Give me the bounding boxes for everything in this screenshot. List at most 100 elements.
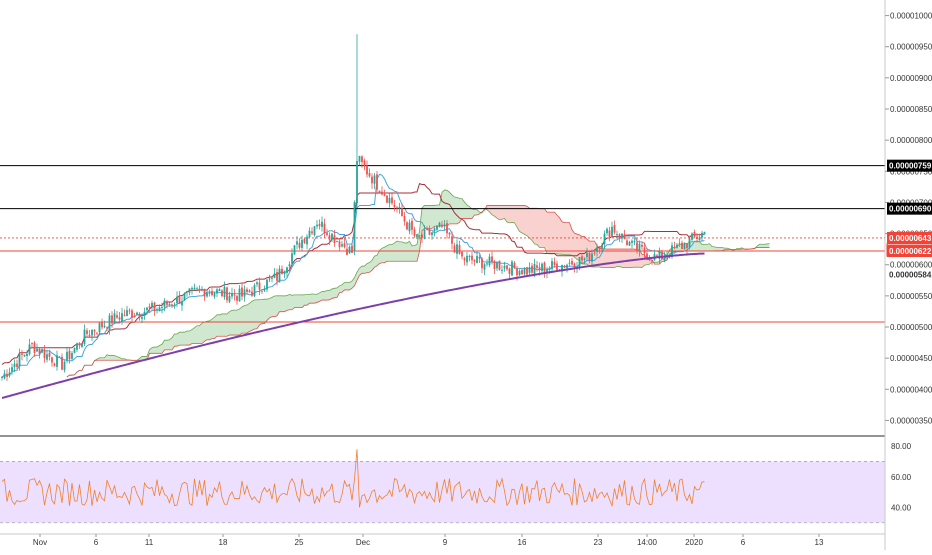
- price-tick-label: 0.00001000: [890, 12, 932, 21]
- kumo-segment: [612, 249, 615, 267]
- candle-body: [11, 367, 13, 371]
- kumo-segment: [275, 296, 278, 317]
- candle-body: [226, 288, 228, 301]
- kumo-segment: [220, 314, 223, 336]
- price-tick-label: 0.00000550: [890, 292, 932, 301]
- candle-body: [224, 287, 226, 297]
- rsi-band: [0, 461, 885, 522]
- candle-body: [549, 268, 551, 270]
- kumo-segment: [345, 282, 348, 289]
- candle-body: [101, 322, 103, 327]
- candle-body: [476, 256, 478, 263]
- candle-body: [519, 271, 521, 275]
- kumo-segment: [110, 356, 113, 361]
- candle-body: [501, 270, 503, 271]
- candle-body: [144, 312, 146, 316]
- candle-body: [81, 344, 83, 347]
- kumo-segment: [300, 295, 303, 308]
- candle-body: [264, 289, 266, 291]
- kumo-segment: [322, 292, 325, 301]
- kumo-segment: [155, 347, 158, 353]
- candle-body: [111, 315, 113, 323]
- candle-body: [374, 175, 376, 183]
- candle-body: [596, 248, 598, 252]
- candle-body: [139, 314, 141, 317]
- level-tag: 0.00000690: [889, 205, 932, 214]
- time-tick-label: 9: [443, 538, 448, 547]
- kumo-segment: [165, 340, 168, 350]
- candle-body: [569, 263, 571, 264]
- kumo-segment: [702, 244, 705, 251]
- candle-body: [304, 239, 306, 243]
- candle-body: [586, 253, 588, 257]
- candle-body: [311, 231, 313, 233]
- candle-body: [39, 349, 41, 354]
- candle-body: [686, 243, 688, 248]
- kumo-segment: [697, 242, 700, 251]
- candle-body: [319, 224, 321, 226]
- candle-body: [626, 240, 628, 245]
- candle-body: [209, 293, 211, 294]
- time-tick-label: 6: [741, 538, 746, 547]
- candle-body: [616, 234, 618, 235]
- candle-body: [699, 237, 701, 240]
- candle-body: [99, 323, 101, 332]
- candle-body: [529, 267, 531, 273]
- candle-body: [31, 343, 33, 344]
- candle-body: [6, 374, 8, 377]
- candle-body: [136, 313, 138, 315]
- candle-body: [91, 330, 93, 336]
- kumo-segment: [297, 295, 300, 308]
- kumo-segment: [222, 314, 225, 336]
- candle-body: [604, 234, 606, 245]
- candle-body: [259, 283, 261, 290]
- price-tick-label: 0.00000500: [890, 323, 932, 332]
- candle-body: [174, 305, 176, 306]
- support-price-tag: 0.00000622: [889, 247, 932, 256]
- candle-body: [51, 357, 53, 362]
- candle-body: [464, 258, 466, 260]
- candle-body: [514, 263, 516, 268]
- kumo-segment: [242, 306, 245, 334]
- candle-body: [386, 195, 388, 202]
- kumo-segment: [387, 245, 390, 262]
- candle-body: [204, 289, 206, 297]
- candle-body: [44, 350, 46, 358]
- candle-body: [64, 362, 66, 370]
- last-price-tag: 0.00000643: [889, 234, 932, 243]
- kumo-segment: [552, 212, 555, 254]
- candle-body: [221, 290, 223, 296]
- candle-body: [489, 257, 491, 265]
- candle-body: [154, 303, 156, 311]
- candle-body: [201, 289, 203, 290]
- candle-body: [251, 292, 253, 296]
- candle-body: [396, 207, 398, 208]
- candle-body: [471, 256, 473, 261]
- candle-body: [156, 309, 158, 310]
- kumo-segment: [392, 243, 395, 261]
- candle-body: [639, 244, 641, 252]
- candle-body: [289, 264, 291, 266]
- kumo-segment: [632, 249, 635, 267]
- candle-body: [114, 313, 116, 323]
- kumo-segment: [267, 298, 270, 320]
- candle-body: [701, 233, 703, 238]
- candle-body: [46, 354, 48, 360]
- kumo-segment: [202, 322, 205, 344]
- candle-body: [1, 377, 3, 378]
- candle-body: [164, 301, 166, 307]
- candle-body: [679, 243, 681, 244]
- kumo-segment: [260, 300, 263, 325]
- candle-body: [486, 263, 488, 264]
- candle-body: [61, 357, 63, 370]
- kumo-segment: [467, 205, 470, 219]
- candle-body: [521, 270, 523, 274]
- candle-body: [49, 353, 51, 357]
- kumo-segment: [412, 245, 415, 261]
- kumo-segment: [287, 294, 290, 310]
- candle-body: [601, 245, 603, 248]
- candle-body: [584, 258, 586, 260]
- kumo-segment: [180, 332, 183, 345]
- candle-body: [214, 293, 216, 297]
